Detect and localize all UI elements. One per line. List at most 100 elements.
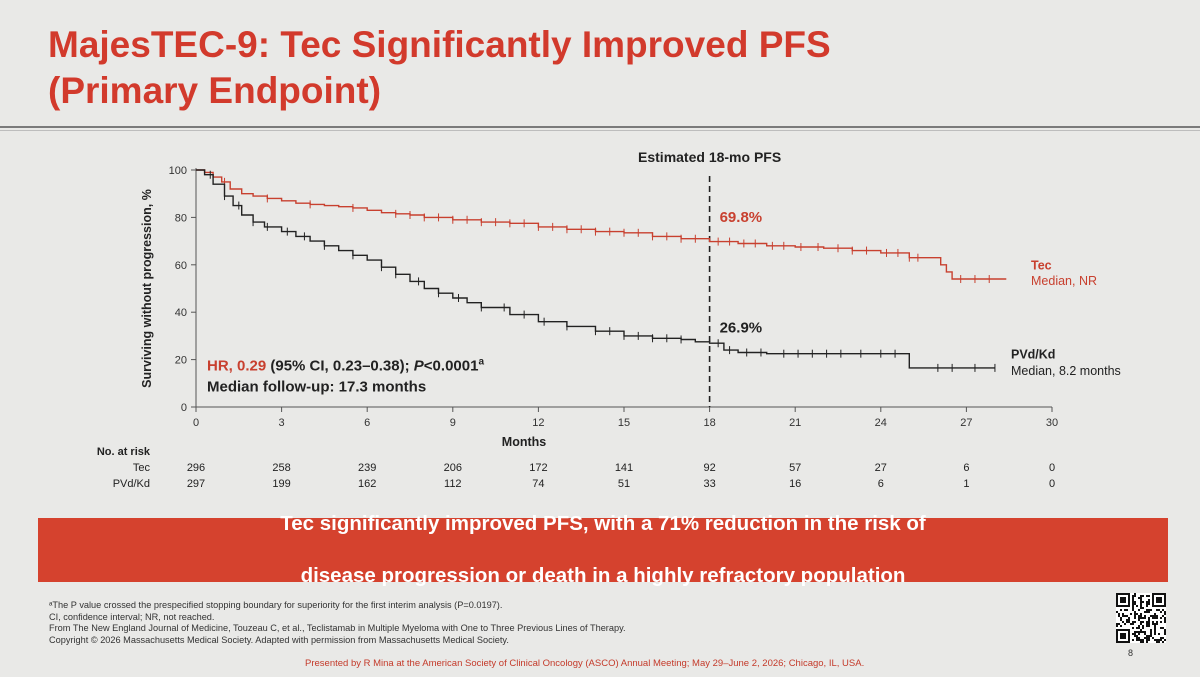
qr-module — [1140, 595, 1142, 597]
risk-count: 0 — [1049, 478, 1055, 490]
qr-module — [1116, 623, 1118, 625]
risk-count: 162 — [358, 478, 376, 490]
conclusion-banner: Tec significantly improved PFS, with a 7… — [38, 512, 1168, 587]
qr-module — [1144, 611, 1146, 613]
qr-module — [1148, 621, 1150, 623]
presented-by: Presented by R Mina at the American Soci… — [305, 658, 865, 669]
qr-module — [1148, 611, 1150, 613]
x-tick-label: 0 — [193, 417, 199, 429]
qr-module — [1156, 621, 1158, 623]
qr-module — [1154, 627, 1156, 629]
risk-count: 6 — [878, 478, 884, 490]
footnote-1: ᵃThe P value crossed the prespecified st… — [49, 600, 503, 610]
qr-module — [1122, 615, 1124, 617]
qr-module — [1120, 617, 1122, 619]
qr-module — [1158, 633, 1160, 635]
risk-row-label: PVd/Kd — [113, 478, 150, 490]
footnote-3: From The New England Journal of Medicine… — [49, 623, 626, 634]
qr-module — [1132, 607, 1134, 609]
pvd-18mo-estimate: 26.9% — [720, 319, 763, 336]
y-tick-label: 40 — [175, 307, 187, 319]
qr-module — [1142, 627, 1144, 629]
risk-count: 0 — [1049, 462, 1055, 474]
qr-module — [1146, 609, 1148, 611]
y-tick-label: 100 — [169, 165, 187, 177]
hr-ci: (95% CI, 0.23–0.38); — [266, 357, 414, 374]
tec-series-name: Tec — [1031, 259, 1052, 273]
footnote-4: Copyright © 2026 Massachusetts Medical S… — [49, 634, 509, 645]
qr-module — [1132, 621, 1134, 623]
qr-module — [1152, 593, 1154, 607]
qr-code-icon[interactable] — [1116, 593, 1166, 643]
qr-module — [1146, 601, 1148, 603]
qr-module — [1132, 609, 1134, 611]
qr-module — [1144, 631, 1146, 633]
qr-module — [1126, 615, 1128, 617]
qr-module — [1142, 639, 1144, 641]
y-tick-label: 80 — [175, 212, 187, 224]
qr-module — [1154, 631, 1156, 633]
x-tick-label: 15 — [618, 417, 630, 429]
qr-module — [1148, 617, 1150, 619]
risk-count: 297 — [187, 478, 205, 490]
qr-module — [1134, 593, 1136, 595]
qr-module — [1128, 619, 1130, 621]
qr-module — [1144, 615, 1146, 617]
qr-module — [1116, 629, 1130, 631]
risk-count: 57 — [789, 462, 801, 474]
risk-count: 74 — [532, 478, 544, 490]
risk-count: 112 — [444, 478, 462, 490]
qr-module — [1160, 627, 1162, 629]
qr-module — [1150, 609, 1152, 611]
qr-module — [1142, 607, 1144, 609]
qr-module — [1162, 637, 1164, 639]
qr-module — [1162, 641, 1164, 643]
pvd-median-label: Median, 8.2 months — [1011, 364, 1121, 378]
tec-median-label: Median, NR — [1031, 274, 1097, 288]
qr-module — [1118, 613, 1120, 615]
qr-module — [1164, 593, 1166, 607]
qr-module — [1134, 635, 1136, 637]
x-tick-label: 18 — [703, 417, 715, 429]
qr-module — [1136, 605, 1138, 607]
qr-module — [1126, 609, 1128, 611]
qr-module — [1148, 637, 1150, 639]
risk-count: 206 — [444, 462, 462, 474]
qr-module — [1150, 629, 1152, 631]
qr-module — [1134, 631, 1136, 633]
risk-row-label: Tec — [133, 462, 151, 474]
x-tick-label: 30 — [1046, 417, 1058, 429]
x-tick-label: 27 — [960, 417, 972, 429]
qr-module — [1134, 603, 1136, 605]
qr-module — [1156, 617, 1158, 619]
qr-module — [1160, 617, 1162, 619]
qr-module — [1138, 631, 1140, 633]
qr-module — [1152, 621, 1154, 623]
qr-module — [1134, 613, 1136, 615]
qr-module — [1140, 601, 1142, 603]
qr-module — [1142, 617, 1144, 619]
qr-module — [1138, 637, 1140, 639]
qr-module — [1124, 623, 1126, 625]
qr-module — [1116, 625, 1118, 627]
qr-module — [1146, 625, 1148, 627]
qr-module — [1120, 597, 1126, 603]
qr-module — [1146, 605, 1148, 607]
qr-module — [1136, 639, 1138, 641]
qr-module — [1164, 639, 1166, 641]
x-tick-label: 12 — [532, 417, 544, 429]
title-divider-shadow — [0, 130, 1200, 131]
qr-module — [1152, 615, 1154, 617]
qr-module — [1140, 615, 1142, 617]
qr-module — [1150, 615, 1152, 617]
qr-module — [1156, 609, 1158, 611]
qr-module — [1154, 617, 1156, 619]
qr-module — [1134, 621, 1136, 623]
qr-module — [1152, 623, 1154, 625]
qr-module — [1148, 639, 1150, 641]
p-label: P — [414, 357, 425, 374]
risk-count: 92 — [703, 462, 715, 474]
risk-count: 27 — [875, 462, 887, 474]
qr-module — [1150, 633, 1152, 635]
qr-module — [1148, 595, 1150, 597]
